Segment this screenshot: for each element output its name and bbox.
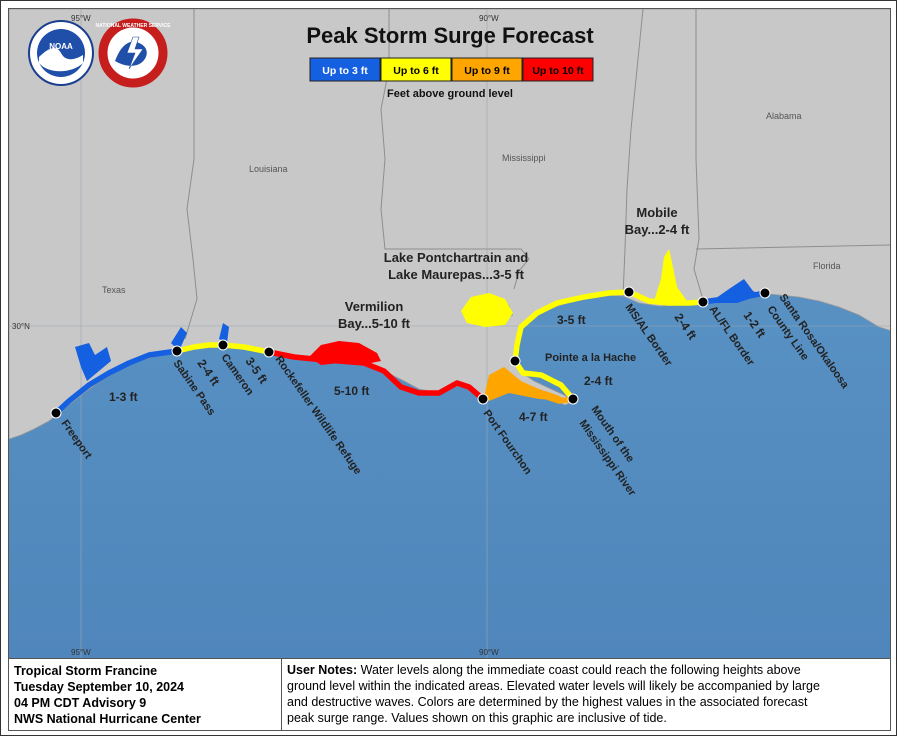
surge-segment-pointe-msal	[512, 289, 632, 364]
surge-area-sabine-lake	[171, 327, 187, 351]
marker-santa-rosa-okaloosa[interactable]	[759, 287, 771, 299]
surge-label-fourchon-mouth: 4-7 ft	[519, 410, 548, 424]
advisory-date: Tuesday September 10, 2024	[14, 680, 184, 694]
user-notes: User Notes: Water levels along the immed…	[282, 659, 890, 730]
surge-segment-cameron-rockefeller	[220, 342, 272, 355]
surge-area-galveston-bay	[75, 343, 111, 381]
legend-swatch-3ft	[309, 57, 381, 82]
legend-swatch-9ft	[451, 57, 523, 82]
marker-al-fl-border[interactable]	[697, 296, 709, 308]
noaa-logo-text: NOAA	[49, 42, 73, 51]
surge-area-mobile-bay	[654, 249, 687, 305]
surge-label-pointe-msal: 3-5 ft	[557, 313, 586, 327]
state-label-texas: Texas	[102, 285, 126, 295]
surge-segment-sabine-cameron	[174, 342, 226, 354]
marker-cameron[interactable]	[217, 339, 229, 351]
user-notes-line3: and destructive waves. Colors are determ…	[287, 695, 808, 709]
marker-rockefeller[interactable]	[263, 346, 275, 358]
legend: Up to 3 ft Up to 6 ft Up to 9 ft Up to 1…	[309, 57, 594, 100]
issuing-office: NWS National Hurricane Center	[14, 712, 201, 726]
user-notes-label: User Notes:	[287, 663, 358, 677]
marker-sabine-pass[interactable]	[171, 345, 183, 357]
map-title: Peak Storm Surge Forecast	[306, 23, 594, 48]
legend-caption: Feet above ground level	[387, 88, 513, 100]
marker-freeport[interactable]	[50, 407, 62, 419]
surge-area-barataria	[484, 367, 569, 401]
advisory-number: 04 PM CDT Advisory 9	[14, 696, 147, 710]
surge-segment-freeport-sabine	[53, 348, 180, 416]
user-notes-line4: peak surge range. Values shown on this g…	[287, 711, 667, 725]
surge-label-mouth-pointe: 2-4 ft	[584, 374, 613, 388]
surge-segment-mouth-pointe	[512, 358, 576, 402]
legend-label-3ft: Up to 3 ft	[322, 65, 368, 77]
state-label-alabama: Alabama	[766, 111, 802, 121]
storm-name: Tropical Storm Francine	[14, 664, 158, 678]
callout-mobile-line2: Bay...2-4 ft	[625, 222, 690, 237]
callout-vermilion-line2: Bay...5-10 ft	[338, 316, 411, 331]
callout-pontchartrain-line1: Lake Pontchartrain and	[384, 250, 529, 265]
marker-mouth-mississippi[interactable]	[567, 393, 579, 405]
callout-pontchartrain-line2: Lake Maurepas...3-5 ft	[388, 267, 524, 282]
marker-ms-al-border[interactable]	[623, 286, 635, 298]
noaa-logo: NOAA	[28, 20, 94, 86]
user-notes-line1: Water levels along the immediate coast c…	[357, 663, 801, 677]
surge-segment-fourchon-mouth	[480, 386, 576, 404]
legend-label-6ft: Up to 6 ft	[393, 65, 439, 77]
surge-label-freeport-sabine: 1-3 ft	[109, 390, 138, 404]
marker-port-fourchon[interactable]	[477, 393, 489, 405]
legend-swatch-6ft	[380, 57, 452, 82]
legend-label-10ft: Up to 10 ft	[532, 65, 584, 77]
state-label-louisiana: Louisiana	[249, 164, 288, 174]
callout-mobile-line1: Mobile	[636, 205, 677, 220]
surge-label-rockefeller-fourchon: 5-10 ft	[334, 384, 369, 398]
state-label-florida: Florida	[813, 261, 841, 271]
lat-left-30: 30°N	[12, 322, 30, 331]
legend-label-9ft: Up to 9 ft	[464, 65, 510, 77]
nws-logo: NATIONAL WEATHER SERVICE	[96, 18, 172, 88]
surge-area-calcasieu	[219, 323, 229, 343]
graticule	[9, 9, 890, 658]
lon-bottom-90: 90°W	[479, 648, 499, 657]
legend-swatch-10ft	[522, 57, 594, 82]
surge-area-lake-pontchartrain	[461, 293, 513, 327]
callout-vermilion-line1: Vermilion	[345, 299, 404, 314]
surge-segment-rockefeller-fourchon	[266, 349, 486, 402]
marker-pointe-a-la-hache[interactable]	[509, 355, 521, 367]
surge-segment-msal-alfl	[626, 289, 706, 306]
point-label-pointe-a-la-hache: Pointe a la Hache	[545, 352, 636, 364]
advisory-info: Tropical Storm Francine Tuesday Septembe…	[9, 659, 282, 730]
lon-top-90: 90°W	[479, 14, 499, 23]
surge-map: 95°W 90°W 95°W 90°W 30°N Louisiana Texas…	[8, 8, 891, 659]
map-canvas: 95°W 90°W 95°W 90°W 30°N Louisiana Texas…	[9, 9, 890, 658]
footer-panel: Tropical Storm Francine Tuesday Septembe…	[8, 659, 891, 731]
lon-top-95: 95°W	[71, 14, 91, 23]
lon-bottom-95: 95°W	[71, 648, 91, 657]
surge-segment-alfl-santa	[700, 290, 768, 305]
nws-logo-text: NATIONAL WEATHER SERVICE	[96, 23, 172, 29]
user-notes-line2: ground level within the indicated areas.…	[287, 679, 820, 693]
state-borders	[184, 9, 890, 340]
state-label-mississippi: Mississippi	[502, 153, 546, 163]
